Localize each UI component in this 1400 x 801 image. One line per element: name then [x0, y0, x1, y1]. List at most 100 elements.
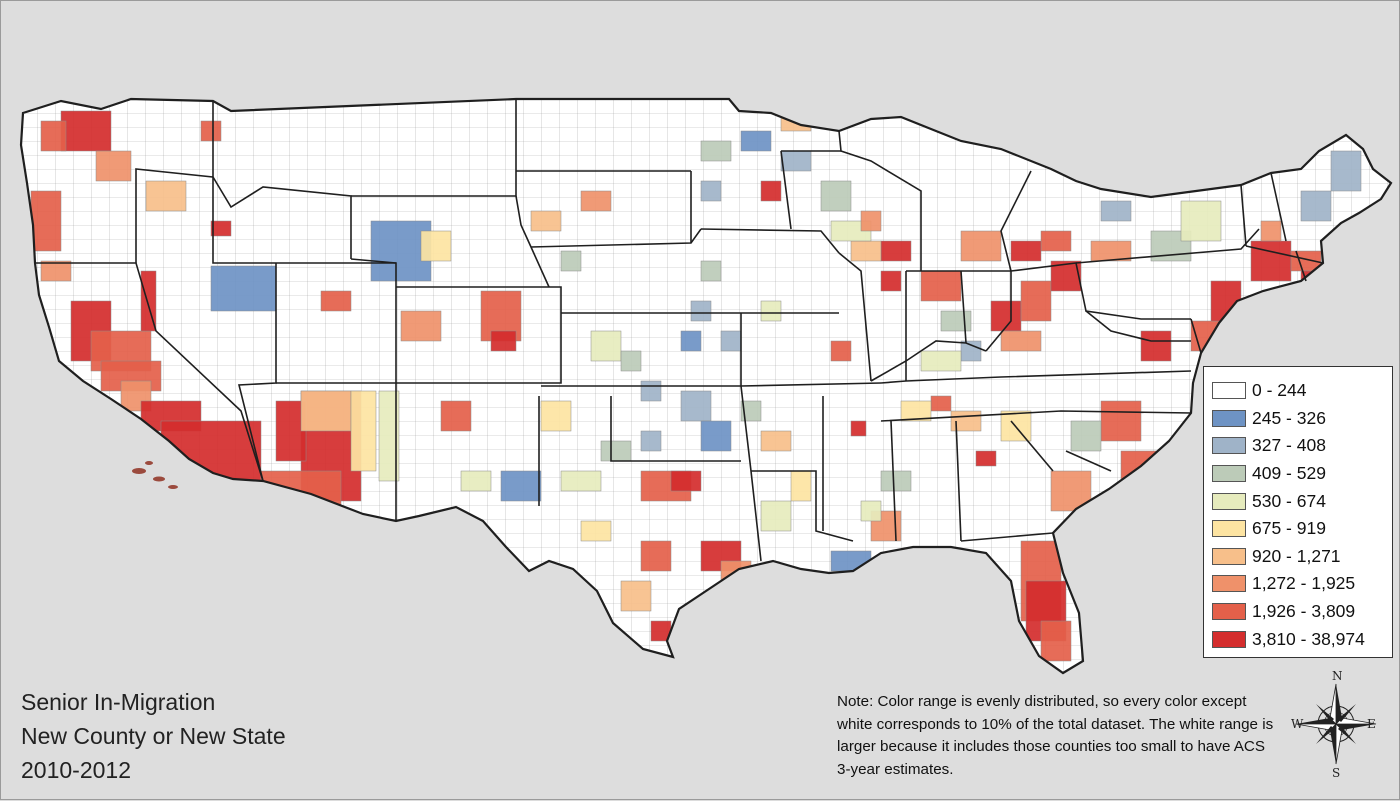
county-block [880, 270, 902, 292]
island [168, 485, 178, 489]
county-block [30, 190, 62, 252]
county-block [600, 440, 632, 462]
county-block [740, 400, 762, 422]
county-block [580, 190, 612, 212]
county-block [1250, 240, 1292, 282]
county-block [1300, 190, 1332, 222]
county-block [900, 400, 932, 422]
county-block [1100, 500, 1132, 522]
compass-west-label: W [1291, 717, 1304, 731]
county-block [680, 390, 712, 422]
legend-row: 327 - 408 [1212, 432, 1384, 460]
legend-swatch [1212, 409, 1246, 427]
county-block [720, 330, 742, 352]
legend: 0 - 244 245 - 326 327 - 408 409 - 529 530 - … [1203, 366, 1393, 658]
county-block [1070, 420, 1102, 452]
county-block [850, 240, 882, 262]
legend-swatch [1212, 630, 1246, 648]
legend-swatch [1212, 465, 1246, 483]
county-block [830, 340, 852, 362]
county-block [500, 470, 542, 502]
county-block [940, 310, 972, 332]
county-block [930, 395, 952, 412]
county-block [1180, 200, 1222, 242]
map-note: Note: Color range is evenly distributed,… [837, 693, 1274, 778]
legend-label: 0 - 244 [1252, 380, 1307, 401]
legend-label: 530 - 674 [1252, 490, 1326, 511]
county-block [850, 420, 867, 437]
county-block [690, 300, 712, 322]
county-block [620, 580, 652, 612]
county-block [590, 330, 622, 362]
legend-label: 245 - 326 [1252, 407, 1326, 428]
title-line-3: 2010-2012 [21, 757, 131, 783]
county-block [830, 550, 872, 572]
title-line-2: New County or New State [21, 723, 286, 749]
county-block [60, 110, 112, 152]
title-line-1: Senior In-Migration [21, 689, 216, 715]
legend-swatch [1212, 547, 1246, 565]
county-block [1020, 280, 1052, 322]
legend-label: 3,810 - 38,974 [1252, 628, 1365, 649]
county-block [680, 330, 702, 352]
legend-label: 1,272 - 1,925 [1252, 573, 1356, 594]
county-block [1260, 220, 1282, 242]
legend-swatch [1212, 492, 1246, 510]
county-block [640, 430, 662, 452]
county-block [620, 350, 642, 372]
legend-label: 675 - 919 [1252, 518, 1326, 539]
county-block [580, 520, 612, 542]
county-block [880, 240, 912, 262]
county-block [145, 180, 187, 212]
county-block [920, 350, 962, 372]
county-block [560, 470, 602, 492]
county-block [40, 120, 67, 152]
county-block [700, 180, 722, 202]
county-block [880, 470, 912, 492]
county-block [700, 260, 722, 282]
county-block [320, 290, 352, 312]
legend-label: 327 - 408 [1252, 435, 1326, 456]
county-block [1140, 330, 1172, 362]
county-block [960, 340, 982, 362]
county-block [350, 390, 377, 472]
legend-swatch [1212, 520, 1246, 538]
legend-label: 920 - 1,271 [1252, 545, 1341, 566]
compass-east-label: E [1367, 717, 1376, 731]
legend-swatch [1212, 437, 1246, 455]
county-block [780, 110, 812, 132]
county-block [40, 260, 72, 282]
county-block [740, 130, 772, 152]
county-block [300, 390, 352, 432]
county-block [378, 390, 400, 482]
county-block [760, 500, 792, 532]
county-block [460, 470, 492, 492]
county-block [400, 310, 442, 342]
legend-swatch [1212, 382, 1246, 400]
county-block [920, 270, 962, 302]
legend-row: 530 - 674 [1212, 487, 1384, 515]
county-block [960, 230, 1002, 262]
county-block [1000, 330, 1042, 352]
county-block [975, 450, 997, 467]
county-value-blocks [30, 110, 1362, 662]
county-block [790, 470, 812, 502]
county-block [640, 380, 662, 402]
county-block [440, 400, 472, 432]
legend-row: 1,272 - 1,925 [1212, 570, 1384, 598]
island [145, 461, 153, 465]
legend-swatch [1212, 603, 1246, 621]
county-block [780, 150, 812, 172]
county-block [760, 180, 782, 202]
county-block [860, 500, 882, 522]
county-block [760, 430, 792, 452]
county-block [540, 400, 572, 432]
county-block [700, 140, 732, 162]
county-block [95, 150, 132, 182]
state-borders [19, 97, 1393, 675]
legend-label: 409 - 529 [1252, 463, 1326, 484]
compass-south-label: S [1332, 766, 1340, 779]
county-block [200, 120, 222, 142]
county-block [530, 210, 562, 232]
